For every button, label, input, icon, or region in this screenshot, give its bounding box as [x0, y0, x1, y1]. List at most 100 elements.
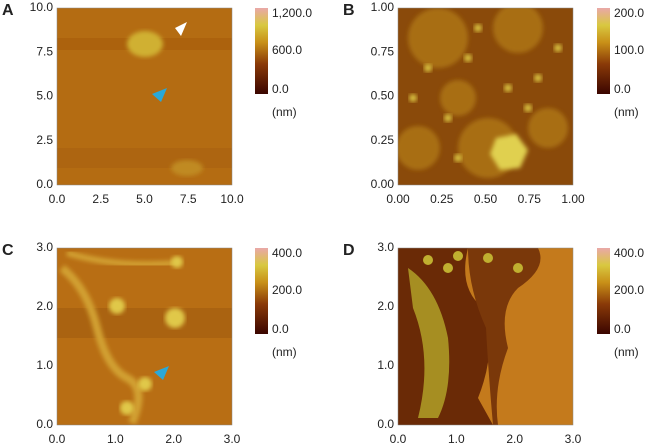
afm-dot [453, 251, 463, 261]
afm-blob [493, 8, 543, 53]
afm-dot [504, 84, 512, 92]
x-tick-label: 5.0 [136, 192, 153, 206]
y-tick-label: 0.0 [377, 417, 394, 431]
panel: B 0.00 0.25 0.50 0.75 1.00 0.00 0.25 0.50 0.75 1.0… [343, 0, 644, 206]
afm-dot [513, 263, 523, 273]
afm-content [398, 8, 573, 185]
x-tick-label: 0.50 [474, 192, 498, 206]
panel: D 0.0 1.0 2.0 3.0 0.0 1.0 2.0 3.0 0.0 200.0 400.0 (n… [343, 240, 644, 443]
colorbar-unit: (nm) [614, 105, 639, 119]
afm-film [408, 268, 450, 418]
afm-fiber [59, 264, 143, 425]
colorbar-label: 0.0 [272, 322, 289, 336]
y-tick-label: 5.0 [36, 89, 53, 103]
x-tick-label: 1.0 [107, 432, 124, 443]
y-tick-label: 2.5 [36, 133, 53, 147]
afm-blob [138, 377, 152, 391]
afm-dot [534, 74, 542, 82]
afm-dot [554, 44, 562, 52]
afm-blob [127, 31, 163, 57]
afm-image [398, 8, 573, 185]
panel-label: A [2, 2, 14, 19]
afm-band [57, 308, 232, 338]
colorbar-unit: (nm) [272, 345, 297, 359]
x-tick-label: 10.0 [220, 192, 244, 206]
x-tick-label: 7.5 [180, 192, 197, 206]
y-tick-label: 10.0 [30, 0, 54, 14]
x-tick-label: 0.75 [518, 192, 542, 206]
x-tick-label: 0.0 [390, 432, 407, 443]
colorbar-label: 400.0 [614, 246, 644, 260]
y-tick-label: 0.25 [371, 133, 395, 147]
y-tick-label: 0.00 [371, 177, 395, 191]
afm-image [398, 248, 573, 425]
y-tick-label: 1.00 [371, 0, 395, 14]
afm-dot [424, 64, 432, 72]
x-tick-label: 0.00 [386, 192, 410, 206]
afm-content [57, 8, 232, 185]
afm-content [398, 248, 573, 425]
colorbar-unit: (nm) [614, 345, 639, 359]
afm-blob [398, 126, 440, 170]
y-tick-label: 0.50 [371, 89, 395, 103]
panel: A 0.0 2.5 5.0 7.5 10.0 0.0 2.5 5.0 7.5 10.0 0.0 600.… [2, 0, 312, 206]
afm-dot [444, 114, 452, 122]
y-tick-label: 3.0 [36, 240, 53, 254]
axes-frame [397, 7, 574, 186]
afm-fiber [66, 250, 178, 268]
colorbar-label: 1,200.0 [272, 6, 312, 20]
afm-dot [423, 255, 433, 265]
y-tick-label: 3.0 [377, 240, 394, 254]
y-tick-label: 7.5 [36, 44, 53, 58]
afm-content [57, 248, 232, 425]
afm-blob [171, 256, 183, 268]
x-tick-label: 2.0 [165, 432, 182, 443]
colorbar [255, 248, 268, 334]
arrow [152, 88, 167, 102]
afm-image [57, 248, 232, 425]
y-tick-label: 1.0 [36, 358, 53, 372]
y-tick-label: 2.0 [36, 299, 53, 313]
colorbar [597, 8, 610, 94]
x-tick-label: 1.0 [448, 432, 465, 443]
afm-blob [171, 160, 203, 176]
x-tick-label: 0.0 [49, 432, 66, 443]
afm-band [57, 148, 232, 168]
panel-label: D [343, 242, 355, 259]
colorbar-label: 100.0 [614, 43, 644, 57]
x-tick-label: 2.5 [92, 192, 109, 206]
colorbar-label: 200.0 [614, 283, 644, 297]
x-tick-label: 1.00 [561, 192, 585, 206]
arrow [154, 366, 169, 380]
x-tick-label: 0.25 [430, 192, 454, 206]
axes-frame [397, 247, 574, 426]
afm-film [468, 248, 541, 425]
afm-dot [409, 94, 417, 102]
colorbar [597, 248, 610, 334]
afm-dot [483, 253, 493, 263]
afm-blob [528, 108, 568, 148]
afm-blob [408, 8, 468, 68]
y-tick-label: 0.0 [36, 417, 53, 431]
y-tick-label: 0.0 [36, 177, 53, 191]
afm-dot [474, 24, 482, 32]
afm-image [57, 8, 232, 185]
x-tick-label: 0.0 [49, 192, 66, 206]
x-tick-label: 3.0 [565, 432, 582, 443]
axes-frame [56, 247, 233, 426]
y-tick-label: 2.0 [377, 299, 394, 313]
panel-label: C [2, 242, 14, 259]
afm-blob [165, 308, 185, 328]
afm-blob [120, 401, 134, 415]
colorbar-label: 400.0 [272, 246, 302, 260]
y-tick-label: 0.75 [371, 44, 395, 58]
colorbar-label: 0.0 [272, 82, 289, 96]
colorbar-unit: (nm) [272, 105, 297, 119]
panel: C 0.0 1.0 2.0 3.0 0.0 1.0 2.0 3.0 0.0 200.0 400.0 (n… [2, 240, 302, 443]
y-tick-label: 1.0 [377, 358, 394, 372]
x-tick-label: 2.0 [506, 432, 523, 443]
x-tick-label: 3.0 [224, 432, 241, 443]
afm-blob [440, 80, 476, 116]
colorbar-label: 200.0 [614, 6, 644, 20]
afm-blob [109, 298, 125, 314]
